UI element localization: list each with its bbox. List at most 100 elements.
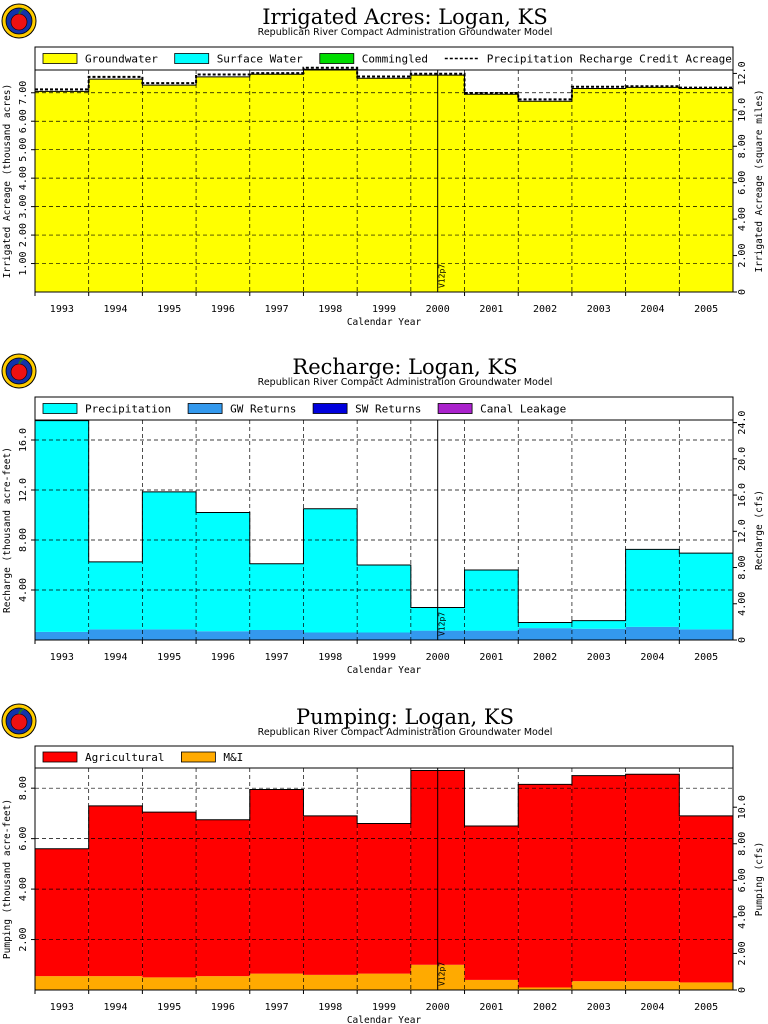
y-right-tick-label: 6.00: [737, 868, 748, 892]
legend-label: Canal Leakage: [480, 403, 566, 416]
chart-subtitle: Republican River Compact Administration …: [258, 377, 553, 388]
bar-segment: [88, 561, 143, 630]
x-tick-label: 2005: [694, 652, 718, 663]
bar-segment: [518, 784, 572, 988]
legend-label: Groundwater: [85, 53, 158, 66]
x-tick-label: 1999: [372, 652, 396, 663]
plot-frame: [34, 69, 734, 293]
y-tick-label: 3.00: [18, 195, 29, 219]
y-right-tick-label: 20.0: [737, 447, 748, 471]
y-tick-label: 6.00: [18, 109, 29, 133]
y-axis-label: Recharge (thousand acre-feet): [2, 447, 13, 613]
x-tick-label: 2003: [587, 1002, 611, 1013]
bar-segment: [35, 848, 89, 977]
chart-title: Pumping: Logan, KS: [296, 705, 514, 729]
y-tick-label: 4.00: [18, 578, 29, 602]
x-tick-label: 2004: [640, 652, 664, 663]
x-tick-label: 1996: [211, 1002, 235, 1013]
x-tick-label: 2002: [533, 304, 557, 315]
y-tick-label: 7.00: [18, 81, 29, 105]
bar-segment: [679, 88, 733, 292]
bar-segment: [625, 549, 680, 627]
bar-segment: [249, 789, 304, 974]
version-marker-label: V12p7: [438, 962, 447, 986]
bar-segment: [464, 826, 519, 980]
y-right-tick-label: 0: [737, 289, 748, 295]
legend-swatch: [42, 751, 78, 763]
y-right-axis-label: Pumping (cfs): [754, 842, 765, 916]
bar-segment: [625, 87, 680, 292]
bar-segment: [571, 775, 626, 982]
y-tick-label: 6.00: [18, 827, 29, 851]
bar-segment: [196, 631, 250, 640]
x-tick-label: 1998: [318, 304, 342, 315]
y-right-tick-label: 10.0: [737, 795, 748, 819]
y-right-tick-label: 8.00: [737, 832, 748, 856]
legend-label: Agricultural: [85, 751, 164, 764]
plot-frame: [34, 419, 734, 641]
stack-outline: [35, 770, 733, 850]
legend-swatch: [42, 403, 78, 414]
y-right-tick-label: 16.0: [737, 483, 748, 507]
x-tick-label: 2001: [479, 304, 503, 315]
bar-segment: [35, 91, 89, 292]
bar-segment: [464, 630, 519, 640]
logo-leaf: [18, 358, 25, 365]
bar-segment: [88, 805, 143, 977]
x-tick-label: 1998: [318, 652, 342, 663]
legend-label: SW Returns: [355, 403, 421, 416]
bar-segment: [249, 74, 304, 293]
chart-title: Recharge: Logan, KS: [292, 355, 517, 379]
x-tick-label: 1999: [372, 304, 396, 315]
x-tick-label: 1994: [103, 1002, 127, 1013]
y-tick-label: 16.0: [18, 428, 29, 452]
bar-segment: [303, 69, 358, 292]
stack-outline: [35, 420, 733, 623]
x-tick-label: 1994: [103, 304, 127, 315]
bar-segment: [303, 974, 358, 990]
plot-frame: [34, 767, 734, 991]
bar-segment: [249, 630, 304, 640]
x-tick-label: 1995: [157, 304, 181, 315]
bar-segment: [518, 101, 572, 292]
stack-outline: [35, 68, 733, 102]
y-tick-label: 2.00: [18, 927, 29, 951]
y-right-tick-label: 6.00: [737, 171, 748, 195]
legend-swatch: [437, 403, 473, 414]
y-tick-label: 4.00: [18, 166, 29, 190]
x-tick-label: 1998: [318, 1002, 342, 1013]
bar-segment: [303, 632, 358, 640]
x-axis-label: Calendar Year: [347, 665, 422, 676]
bar-segment: [571, 628, 626, 640]
bar-segment: [518, 622, 572, 629]
bar-segment: [357, 565, 411, 633]
bar-segment: [571, 88, 626, 292]
bar-segment: [142, 85, 197, 292]
x-tick-label: 2003: [587, 304, 611, 315]
legend-swatch: [312, 403, 348, 414]
bar-segment: [249, 973, 304, 990]
logo-apple: [10, 713, 28, 731]
y-right-tick-label: 4.00: [737, 207, 748, 231]
y-tick-label: 8.00: [18, 528, 29, 552]
x-axis-label: Calendar Year: [347, 317, 422, 328]
x-tick-label: 2000: [426, 304, 450, 315]
y-right-tick-label: 10.0: [737, 98, 748, 122]
y-right-tick-label: 8.00: [737, 134, 748, 158]
y-right-axis-label: Recharge (cfs): [754, 490, 765, 570]
y-tick-label: 2.00: [18, 223, 29, 247]
y-axis-label: Pumping (thousand acre-feet): [2, 799, 13, 959]
bar-segment: [357, 632, 411, 640]
y-right-tick-label: 0: [737, 987, 748, 993]
bar-segment: [679, 629, 733, 640]
bar-segment: [196, 512, 250, 632]
legend-label: Precipitation Recharge Credit Acreage: [487, 53, 732, 66]
x-tick-label: 1996: [211, 652, 235, 663]
bar-segment: [303, 508, 358, 633]
y-right-tick-label: 2.00: [737, 244, 748, 268]
y-right-tick-label: 12.0: [737, 519, 748, 543]
bar-segment: [35, 631, 89, 640]
